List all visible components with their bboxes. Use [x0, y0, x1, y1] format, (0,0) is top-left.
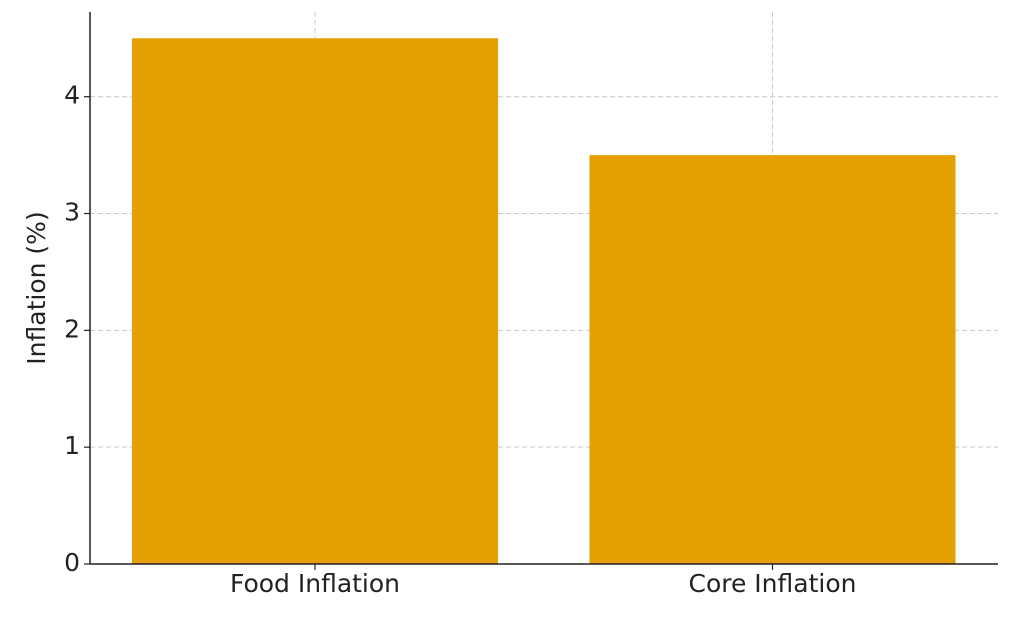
y-tick-label: 0 [64, 548, 80, 577]
y-tick-label: 1 [64, 431, 80, 460]
y-tick-label: 2 [64, 314, 80, 343]
bar [589, 155, 956, 564]
x-tick-label: Core Inflation [689, 569, 857, 598]
y-tick-label: 4 [64, 81, 80, 110]
x-tick-label: Food Inflation [230, 569, 400, 598]
bar [132, 38, 498, 565]
y-tick-label: 3 [64, 198, 80, 227]
y-axis-label: Inflation (%) [22, 211, 51, 364]
